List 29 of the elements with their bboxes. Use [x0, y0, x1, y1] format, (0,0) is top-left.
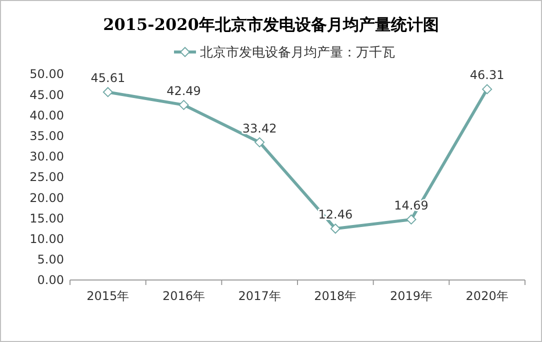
y-tick-label: 50.00 — [30, 67, 64, 82]
y-tick-label: 0.00 — [37, 273, 64, 288]
x-tick-label: 2019年 — [390, 289, 433, 303]
x-tick-label: 2016年 — [162, 289, 206, 303]
x-tick-label: 2018年 — [314, 289, 357, 303]
data-label: 33.42 — [242, 121, 277, 136]
data-label: 42.49 — [166, 84, 201, 98]
data-label: 45.61 — [90, 71, 126, 86]
chart-title: 2015-2020年北京市发电设备月均产量统计图 — [103, 15, 439, 34]
point — [330, 224, 340, 234]
y-tick-label: 5.00 — [37, 252, 64, 267]
point — [102, 87, 113, 98]
data-label: 46.31 — [470, 68, 504, 82]
point — [178, 100, 189, 110]
legend-label: 北京市发电设备月均产量：万千瓦 — [200, 46, 395, 61]
y-tick-label: 30.00 — [30, 150, 64, 164]
x-tick-label: 2017年 — [238, 289, 281, 303]
point — [254, 137, 265, 148]
point — [406, 214, 416, 224]
x-tick-label: 2020年 — [466, 289, 508, 303]
x-tick-label: 2015年 — [86, 289, 130, 303]
y-tick-label: 20.00 — [30, 190, 64, 205]
y-tick-label: 10.00 — [30, 232, 64, 246]
y-tick-label: 45.00 — [30, 88, 64, 102]
y-tick-label: 25.00 — [30, 170, 64, 184]
y-tick-label: 35.00 — [30, 129, 64, 143]
y-tick-label: 40.00 — [30, 108, 64, 122]
point — [482, 84, 492, 94]
y-tick-label: 15.00 — [30, 211, 64, 226]
